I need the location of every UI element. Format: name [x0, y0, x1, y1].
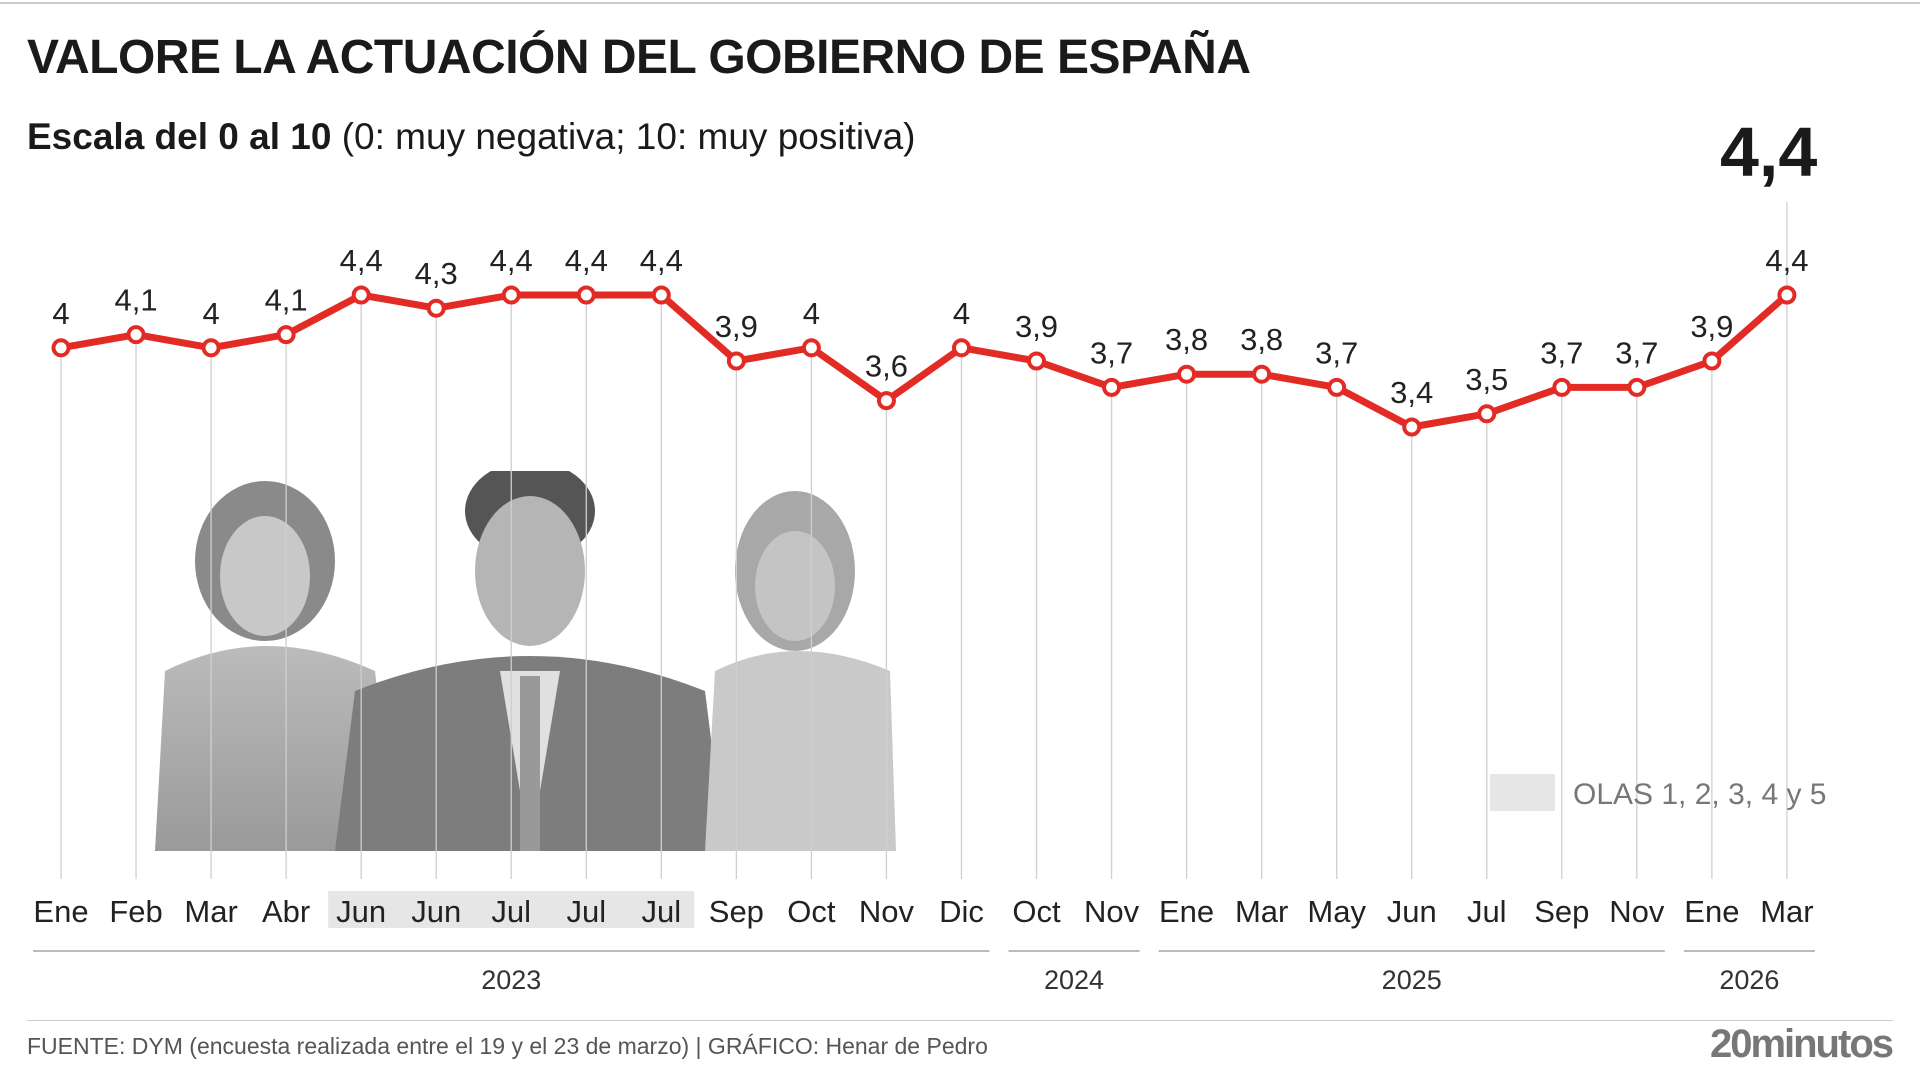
x-tick-label: Nov — [859, 894, 915, 929]
source-credit: FUENTE: DYM (encuesta realizada entre el… — [27, 1033, 988, 1059]
data-point — [351, 285, 371, 305]
data-label: 3,6 — [865, 349, 908, 384]
year-label: 2024 — [1044, 965, 1104, 995]
x-tick-label: Mar — [1760, 894, 1813, 929]
data-point — [1477, 404, 1497, 424]
x-tick-label: Sep — [1534, 894, 1589, 929]
data-label: 4 — [202, 296, 219, 331]
data-label: 3,7 — [1540, 335, 1583, 370]
data-point — [1177, 364, 1197, 384]
x-tick-label: Jul — [641, 894, 681, 929]
data-point — [1777, 285, 1797, 305]
data-label: 3,9 — [1015, 309, 1058, 344]
x-tick-label: Jul — [1467, 894, 1507, 929]
data-label: 4,3 — [415, 256, 458, 291]
x-tick-label: Jul — [491, 894, 531, 929]
chart-subtitle: Escala del 0 al 10 (0: muy negativa; 10:… — [27, 116, 915, 158]
data-point — [726, 351, 746, 371]
data-point — [426, 298, 446, 318]
x-tick-label: Jul — [566, 894, 606, 929]
data-point — [201, 338, 221, 358]
data-point — [1027, 351, 1047, 371]
data-point — [1327, 377, 1347, 397]
x-tick-label: Mar — [1235, 894, 1288, 929]
x-tick-label: Oct — [1012, 894, 1061, 929]
data-label: 4,4 — [565, 243, 608, 278]
data-label: 3,9 — [715, 309, 758, 344]
data-label: 3,7 — [1315, 335, 1358, 370]
data-point — [876, 391, 896, 411]
x-tick-label: Oct — [787, 894, 836, 929]
data-label: 4 — [52, 296, 69, 331]
data-point — [501, 285, 521, 305]
year-label: 2026 — [1719, 965, 1779, 995]
x-tick-label: Feb — [109, 894, 162, 929]
x-tick-label: Nov — [1609, 894, 1665, 929]
data-point — [51, 338, 71, 358]
year-label: 2023 — [481, 965, 541, 995]
data-point — [1402, 417, 1422, 437]
x-tick-label: Jun — [1387, 894, 1437, 929]
x-tick-label: Ene — [1684, 894, 1739, 929]
data-point — [276, 325, 296, 345]
x-tick-label: Ene — [33, 894, 88, 929]
data-point — [1552, 377, 1572, 397]
x-tick-label: Ene — [1159, 894, 1214, 929]
x-tick-label: May — [1307, 894, 1366, 929]
data-label: 3,4 — [1390, 375, 1433, 410]
data-point — [126, 325, 146, 345]
brand-logo: 20minutos — [1709, 1022, 1894, 1066]
data-point — [951, 338, 971, 358]
data-label: 3,5 — [1465, 362, 1508, 397]
legend-swatch — [1490, 774, 1555, 811]
data-label: 4,1 — [114, 283, 157, 318]
data-point — [1702, 351, 1722, 371]
data-label: 3,7 — [1615, 335, 1658, 370]
data-label: 3,9 — [1690, 309, 1733, 344]
data-point — [1102, 377, 1122, 397]
highlight-band — [328, 891, 695, 928]
data-label: 4,4 — [340, 243, 383, 278]
data-label: 4,1 — [265, 283, 308, 318]
x-tick-label: Dic — [939, 894, 984, 929]
data-point — [1252, 364, 1272, 384]
series-line — [60, 291, 1790, 431]
data-label: 4 — [953, 296, 970, 331]
data-point — [801, 338, 821, 358]
politicians-photo — [155, 471, 896, 851]
subtitle-rest: (0: muy negativa; 10: muy positiva) — [331, 116, 916, 157]
data-label: 3,7 — [1090, 335, 1133, 370]
x-tick-label: Mar — [184, 894, 237, 929]
chart-title: VALORE LA ACTUACIÓN DEL GOBIERNO DE ESPA… — [27, 31, 1251, 84]
data-label: 4 — [803, 296, 820, 331]
data-point — [576, 285, 596, 305]
data-point — [1627, 377, 1647, 397]
data-label: 4,4 — [640, 243, 683, 278]
legend-label: OLAS 1, 2, 3, 4 y 5 — [1573, 778, 1826, 811]
year-label: 2025 — [1382, 965, 1442, 995]
x-tick-label: Nov — [1084, 894, 1140, 929]
x-tick-label: Sep — [709, 894, 764, 929]
data-label: 3,8 — [1165, 322, 1208, 357]
top-rule — [0, 2, 1920, 4]
subtitle-bold: Escala del 0 al 10 — [27, 116, 332, 157]
data-point — [651, 285, 671, 305]
x-tick-label: Jun — [336, 894, 386, 929]
data-label: 4,4 — [1765, 243, 1808, 278]
data-label: 3,8 — [1240, 322, 1283, 357]
latest-value: 4,4 — [1720, 113, 1818, 191]
footer-rule — [27, 1020, 1893, 1021]
x-tick-label: Jun — [411, 894, 461, 929]
data-label: 4,4 — [490, 243, 533, 278]
x-tick-label: Abr — [262, 894, 310, 929]
